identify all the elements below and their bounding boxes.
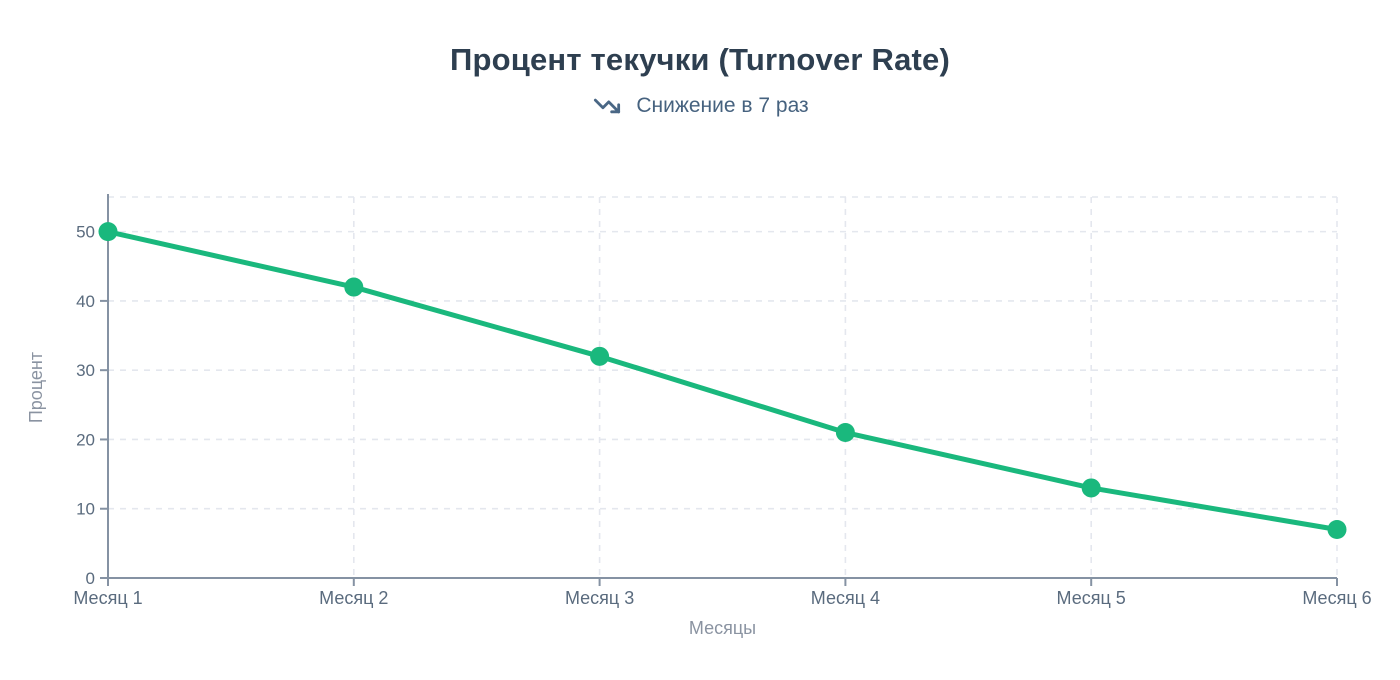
x-tick-label: Месяц 6 <box>1302 588 1371 608</box>
chart-subtitle-text: Снижение в 7 раз <box>636 94 809 117</box>
y-tick-label: 40 <box>76 292 95 311</box>
chart-subtitle: Снижение в 7 раз <box>591 92 809 120</box>
data-point <box>590 346 610 366</box>
x-tick-label: Месяц 3 <box>565 588 634 608</box>
y-tick-label: 30 <box>76 361 95 380</box>
x-tick-label: Месяц 1 <box>73 588 142 608</box>
y-tick-label: 20 <box>76 430 95 449</box>
x-tick-label: Месяц 5 <box>1057 588 1126 608</box>
data-point <box>835 423 855 443</box>
x-tick-label: Месяц 2 <box>319 588 388 608</box>
data-point <box>1327 520 1347 540</box>
chart-header: Процент текучки (Turnover Rate) Снижение… <box>0 42 1400 125</box>
y-tick-label: 50 <box>76 223 95 242</box>
data-point <box>98 222 118 242</box>
trending-down-icon <box>594 98 621 114</box>
data-point <box>344 277 364 297</box>
x-axis-title: Месяцы <box>689 618 756 638</box>
y-axis-title: Процент <box>26 352 46 423</box>
data-point <box>1081 478 1101 498</box>
chart-title: Процент текучки (Turnover Rate) <box>449 42 951 77</box>
y-tick-label: 0 <box>86 569 95 588</box>
line-series <box>105 229 1340 533</box>
y-tick-label: 10 <box>76 500 95 519</box>
x-tick-label: Месяц 4 <box>811 588 880 608</box>
